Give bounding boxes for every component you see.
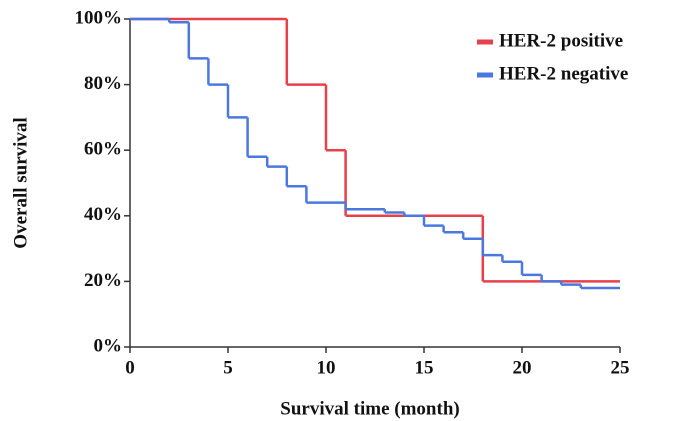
x-axis-label: Survival time (month) xyxy=(280,398,459,419)
y-tick-label: 0% xyxy=(94,335,123,356)
x-tick-label: 15 xyxy=(415,357,434,378)
x-tick-label: 20 xyxy=(513,357,532,378)
x-tick-label: 5 xyxy=(223,357,233,378)
y-axis-label: Overall survival xyxy=(10,117,31,248)
y-tick-label: 20% xyxy=(84,270,122,291)
x-tick-label: 0 xyxy=(125,357,135,378)
legend-label: HER-2 negative xyxy=(499,63,628,84)
x-tick-label: 25 xyxy=(611,357,630,378)
x-tick-label: 10 xyxy=(317,357,336,378)
y-tick-label: 40% xyxy=(84,204,122,225)
y-tick-label: 60% xyxy=(84,139,122,160)
y-tick-label: 80% xyxy=(84,73,122,94)
y-tick-label: 100% xyxy=(75,7,123,28)
legend-label: HER-2 positive xyxy=(499,30,623,51)
